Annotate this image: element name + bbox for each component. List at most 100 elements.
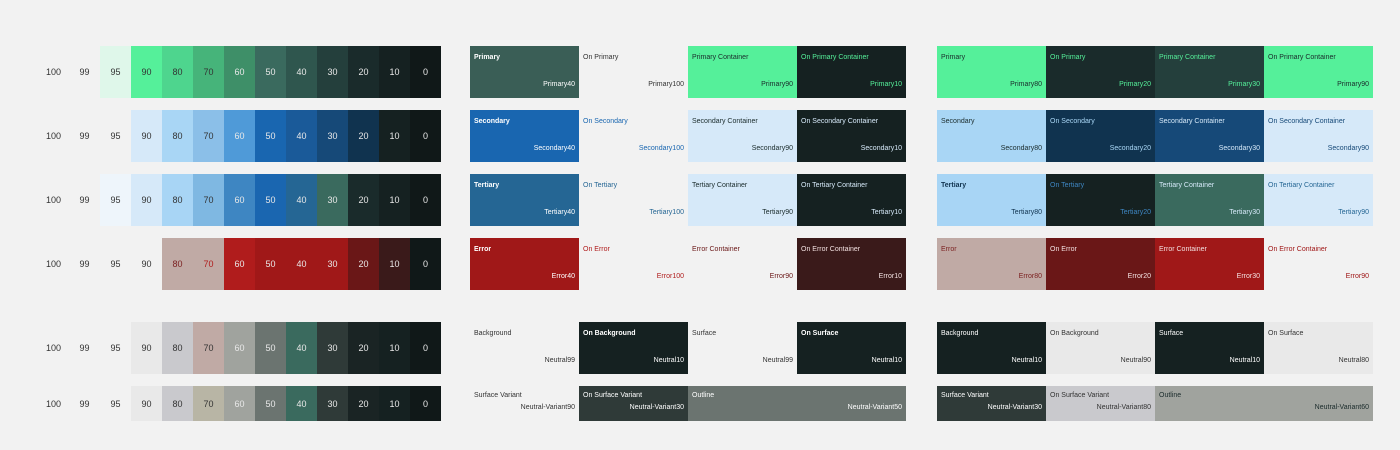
role-tone: Secondary80 [1000,145,1042,152]
ramp-swatch-neutral-10: 10 [379,322,410,374]
role-tone: Primary10 [870,81,902,88]
role-label: Error [941,246,957,253]
role-tone: Error20 [1127,273,1151,280]
role-tile-on-surface: On Surface Neutral10 [797,322,906,374]
ramp-swatch-neutral-80: 80 [162,322,193,374]
role-tone: Error40 [551,273,575,280]
ramp-swatch-secondary-90: 90 [131,110,162,162]
ramp-swatch-tertiary-50: 50 [255,174,286,226]
role-tone: Primary80 [1010,81,1042,88]
role-tile-error: Error Error80 [937,238,1046,290]
role-tone: Neutral10 [653,357,684,364]
role-tone: Secondary20 [1109,145,1151,152]
ramp-swatch-tertiary-99: 99 [69,174,100,226]
ramp-swatch-neutral-40: 40 [286,322,317,374]
role-tone: Primary90 [1337,81,1369,88]
role-label: On Secondary Container [1268,118,1346,125]
role-tone: Tertiary10 [871,209,902,216]
ramp-swatch-primary-95: 95 [100,46,131,98]
ramp-swatch-primary-70: 70 [193,46,224,98]
ramp-swatch-error-50: 50 [255,238,286,290]
role-tone: Error100 [656,273,684,280]
role-tile-on-tertiary-container: On Tertiary Container Tertiary90 [1264,174,1373,226]
role-tone: Neutral99 [544,357,575,364]
role-label: On Primary [1050,54,1086,61]
role-tone: Secondary90 [751,145,793,152]
role-label: Tertiary [941,182,967,189]
role-label: Outline [1159,392,1182,399]
role-tile-secondary-container: Secondary Container Secondary90 [688,110,797,162]
role-tone: Tertiary30 [1229,209,1260,216]
dark-scheme-row: Error Error80 On Error Error20 Error Contain… [937,238,1373,290]
role-tile-on-primary-container: On Primary Container Primary90 [1264,46,1373,98]
role-label: Secondary [941,118,975,125]
ramp-swatch-error-80: 80 [162,238,193,290]
role-label: On Primary Container [801,54,869,61]
role-tone: Secondary100 [638,145,684,152]
role-tile-primary-container: Primary Container Primary30 [1155,46,1264,98]
role-tile-secondary: Secondary Secondary40 [470,110,579,162]
ramp-swatch-tertiary-20: 20 [348,174,379,226]
ramp-swatch-neutral-60: 60 [224,322,255,374]
ramp-swatch-neutral-variant-80: 80 [162,386,193,421]
ramp-swatch-secondary-80: 80 [162,110,193,162]
role-tone: Neutral99 [762,357,793,364]
light-scheme-row: Tertiary Tertiary40 On Tertiary Tertiary100… [470,174,906,226]
ramp-swatch-neutral-variant-100: 100 [38,386,69,421]
ramp-swatch-secondary-40: 40 [286,110,317,162]
role-tone: Primary20 [1119,81,1151,88]
light-scheme-row: Error Error40 On Error Error100 Error Contai… [470,238,906,290]
ramp-swatch-secondary-99: 99 [69,110,100,162]
ramp-swatch-neutral-variant-30: 30 [317,386,348,421]
ramp-swatch-error-60: 60 [224,238,255,290]
role-label: On Tertiary Container [801,182,868,189]
role-tile-on-primary-container: On Primary Container Primary10 [797,46,906,98]
ramp-swatch-neutral-variant-20: 20 [348,386,379,421]
ramp-swatch-tertiary-80: 80 [162,174,193,226]
ramp-swatch-primary-0: 0 [410,46,441,98]
role-label: Surface [692,330,717,337]
role-tone: Tertiary40 [544,209,575,216]
ramp-swatch-neutral-90: 90 [131,322,162,374]
ramp-swatch-neutral-variant-0: 0 [410,386,441,421]
ramp-swatch-primary-10: 10 [379,46,410,98]
role-tone: Neutral-Variant30 [629,404,684,411]
ramp-swatch-primary-90: 90 [131,46,162,98]
role-tile-primary-container: Primary Container Primary90 [688,46,797,98]
ramp-swatch-neutral-variant-99: 99 [69,386,100,421]
role-tone: Primary90 [761,81,793,88]
role-tone: Tertiary20 [1120,209,1151,216]
role-label: On Surface Variant [583,392,643,399]
role-label: On Surface [801,330,839,337]
role-tile-surface: Surface Neutral10 [1155,322,1264,374]
role-tile-background: Background Neutral99 [470,322,579,374]
ramp-swatch-neutral-30: 30 [317,322,348,374]
role-tile-on-secondary-container: On Secondary Container Secondary90 [1264,110,1373,162]
ramp-swatch-secondary-70: 70 [193,110,224,162]
ramp-neutral: 100 99 95 90 80 70 60 50 40 30 20 10 0 [38,322,441,374]
ramp-swatch-neutral-variant-70: 70 [193,386,224,421]
ramp-swatch-error-95: 95 [100,238,131,290]
role-tile-secondary-container: Secondary Container Secondary30 [1155,110,1264,162]
role-label: On Background [583,330,636,337]
role-tile-error-container: Error Container Error30 [1155,238,1264,290]
role-tile-outline: Outline Neutral-Variant60 [1155,386,1373,421]
ramp-swatch-error-99: 99 [69,238,100,290]
role-label: On Error Container [801,246,861,253]
role-tile-on-background: On Background Neutral90 [1046,322,1155,374]
ramp-swatch-secondary-60: 60 [224,110,255,162]
dark-scheme-row: Tertiary Tertiary80 On Tertiary Tertiary20 T… [937,174,1373,226]
role-tone: Tertiary90 [1338,209,1369,216]
role-label: On Surface [1268,330,1304,337]
ramp-swatch-error-20: 20 [348,238,379,290]
role-tone: Secondary30 [1218,145,1260,152]
dark-scheme-row: Primary Primary80 On Primary Primary20 Prima… [937,46,1373,98]
ramp-swatch-error-90: 90 [131,238,162,290]
role-tile-on-error: On Error Error100 [579,238,688,290]
role-tone: Tertiary80 [1011,209,1042,216]
role-tone: Primary100 [648,81,684,88]
role-label: On Tertiary Container [1268,182,1335,189]
role-tile-surface-variant: Surface Variant Neutral-Variant30 [937,386,1046,421]
role-tone: Error80 [1018,273,1042,280]
role-label: On Secondary [583,118,628,125]
